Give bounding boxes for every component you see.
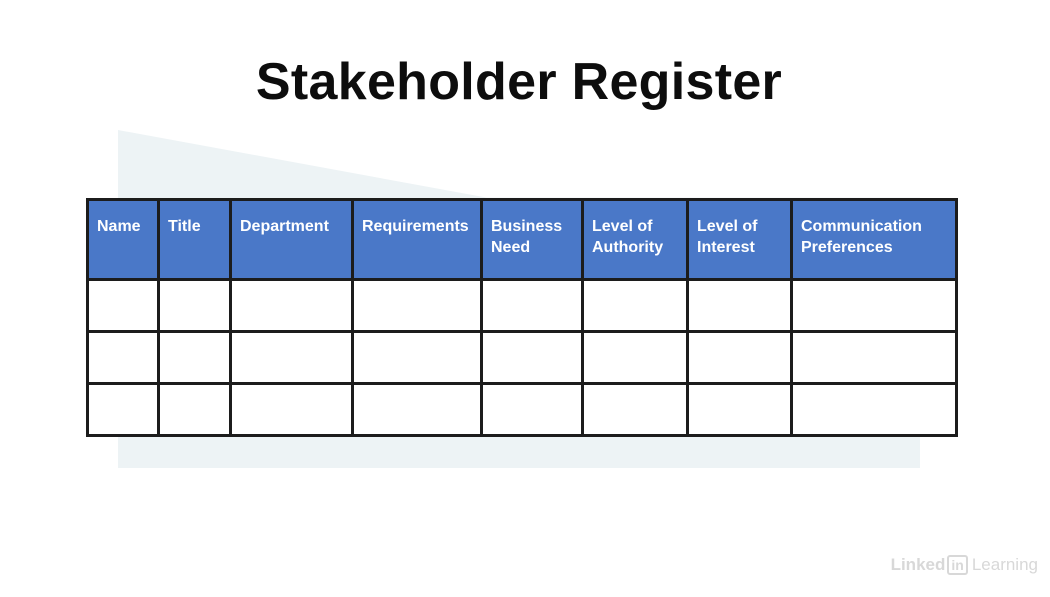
table-cell	[229, 278, 354, 333]
column-header-title: Title	[157, 198, 232, 281]
table-cell	[581, 382, 689, 437]
table-cell	[686, 278, 793, 333]
table-cell	[480, 382, 584, 437]
table-cell	[157, 330, 232, 385]
page-title: Stakeholder Register	[255, 53, 783, 111]
table-cell	[351, 382, 483, 437]
table-cell	[351, 278, 483, 333]
table-cell	[86, 382, 160, 437]
table-cell	[581, 330, 689, 385]
table-cell	[157, 278, 232, 333]
column-header-name: Name	[86, 198, 160, 281]
table-cell	[86, 278, 160, 333]
table-row	[86, 278, 958, 333]
header-row: Name Title Department Requirements Busin…	[86, 198, 958, 281]
table-cell	[157, 382, 232, 437]
column-header-requirements: Requirements	[351, 198, 483, 281]
table-cell	[790, 382, 958, 437]
table-cell	[790, 278, 958, 333]
table-cell	[229, 330, 354, 385]
linkedin-in-badge: in	[947, 555, 968, 575]
column-header-communication-preferences: Communication Preferences	[790, 198, 958, 281]
table-cell	[480, 330, 584, 385]
table-cell	[480, 278, 584, 333]
table-cell	[351, 330, 483, 385]
table-cell	[229, 382, 354, 437]
linkedin-learning-watermark: Linked in Learning	[891, 555, 1038, 575]
table-cell	[86, 330, 160, 385]
column-header-level-of-authority: Level of Authority	[581, 198, 689, 281]
table-cell	[581, 278, 689, 333]
table-row	[86, 382, 958, 437]
table-cell	[790, 330, 958, 385]
column-header-department: Department	[229, 198, 354, 281]
watermark-prefix: Linked	[890, 555, 946, 574]
column-header-business-need: Business Need	[480, 198, 584, 281]
watermark-suffix: Learning	[971, 555, 1038, 574]
stakeholder-register-table: Name Title Department Requirements Busin…	[86, 198, 958, 437]
table-cell	[686, 382, 793, 437]
table-cell	[686, 330, 793, 385]
column-header-level-of-interest: Level of Interest	[686, 198, 793, 281]
table-row	[86, 330, 958, 385]
